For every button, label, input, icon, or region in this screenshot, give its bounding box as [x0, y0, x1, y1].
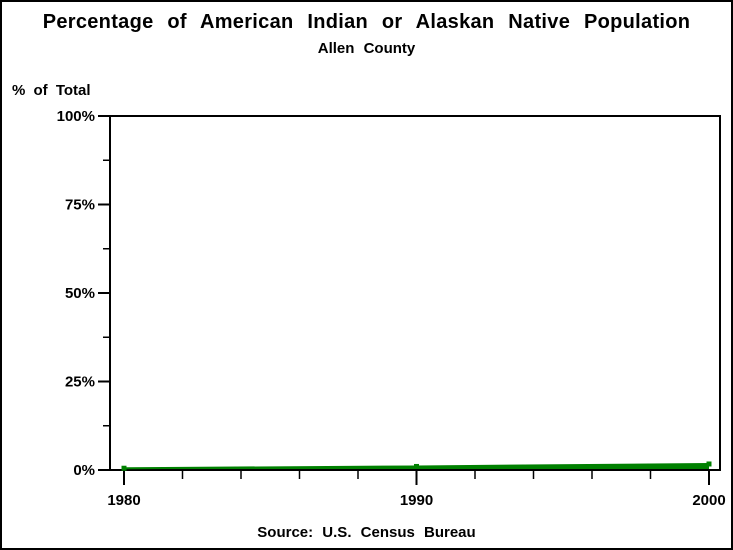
data-point-marker [121, 465, 127, 471]
data-point-marker [706, 461, 712, 467]
x-axis-tick-label: 1980 [107, 492, 140, 509]
y-axis-tick-label: 0% [73, 462, 95, 479]
x-axis-tick-label: 2000 [692, 492, 725, 509]
y-axis-tick-label: 75% [65, 197, 95, 214]
source-note: Source: U.S. Census Bureau [257, 524, 476, 541]
y-axis-title: % of Total [12, 82, 91, 99]
y-axis-tick-label: 100% [57, 108, 95, 125]
chart-subtitle: Allen County [317, 40, 416, 57]
data-point-marker [414, 463, 419, 469]
y-axis-tick-label: 25% [65, 374, 95, 391]
y-axis-tick-label: 50% [65, 285, 95, 302]
chart-title: Percentage of American Indian or Alaskan… [42, 11, 691, 33]
x-axis-tick-label: 1990 [400, 492, 433, 509]
plot-frame [109, 115, 721, 471]
